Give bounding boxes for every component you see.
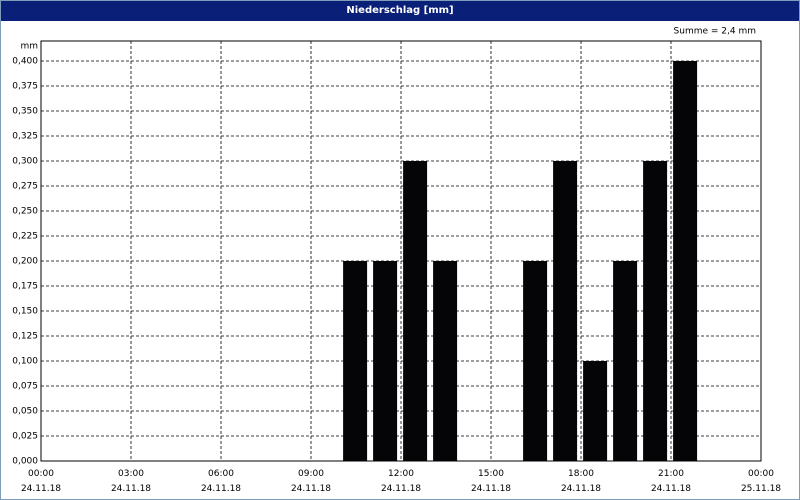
bar xyxy=(583,361,608,461)
y-tick-label: 0,275 xyxy=(12,182,38,192)
y-tick-label: 0,350 xyxy=(12,107,38,117)
x-tick-label: 15:00 24.11.18 xyxy=(470,469,512,494)
bar xyxy=(553,161,578,461)
y-tick-label: 0,075 xyxy=(12,382,38,392)
bar xyxy=(343,261,368,461)
y-tick-label: 0,100 xyxy=(12,357,38,367)
bar xyxy=(433,261,458,461)
y-tick-label: 0,375 xyxy=(12,82,38,92)
x-tick-label: 09:00 24.11.18 xyxy=(290,469,332,494)
bar xyxy=(673,61,698,461)
y-axis-label: mm xyxy=(20,42,38,52)
x-tick-label: 00:00 25.11.18 xyxy=(740,469,782,494)
x-tick-label: 21:00 24.11.18 xyxy=(650,469,692,494)
x-tick-label: 18:00 24.11.18 xyxy=(560,469,602,494)
y-tick-label: 0,050 xyxy=(12,407,38,417)
bar xyxy=(643,161,668,461)
x-tick-label: 12:00 24.11.18 xyxy=(380,469,422,494)
x-tick-label: 03:00 24.11.18 xyxy=(110,469,152,494)
y-tick-label: 0,175 xyxy=(12,282,38,292)
y-tick-label: 0,025 xyxy=(12,432,38,442)
y-tick-label: 0,300 xyxy=(12,157,38,167)
y-tick-label: 0,325 xyxy=(12,132,38,142)
y-tick-label: 0,400 xyxy=(12,57,38,67)
bar xyxy=(373,261,398,461)
y-tick-label: 0,200 xyxy=(12,257,38,267)
bar xyxy=(403,161,428,461)
x-tick-label: 06:00 24.11.18 xyxy=(200,469,242,494)
title-bar: Niederschlag [mm] xyxy=(1,1,799,21)
bar xyxy=(523,261,548,461)
y-tick-label: 0,000 xyxy=(12,457,38,467)
plot-border xyxy=(40,40,762,462)
y-tick-label: 0,125 xyxy=(12,332,38,342)
y-tick-label: 0,225 xyxy=(12,232,38,242)
bar xyxy=(613,261,638,461)
y-tick-label: 0,150 xyxy=(12,307,38,317)
x-tick-label: 00:00 24.11.18 xyxy=(20,469,62,494)
y-tick-label: 0,250 xyxy=(12,207,38,217)
annotation: Summe = 2,4 mm xyxy=(674,27,756,37)
